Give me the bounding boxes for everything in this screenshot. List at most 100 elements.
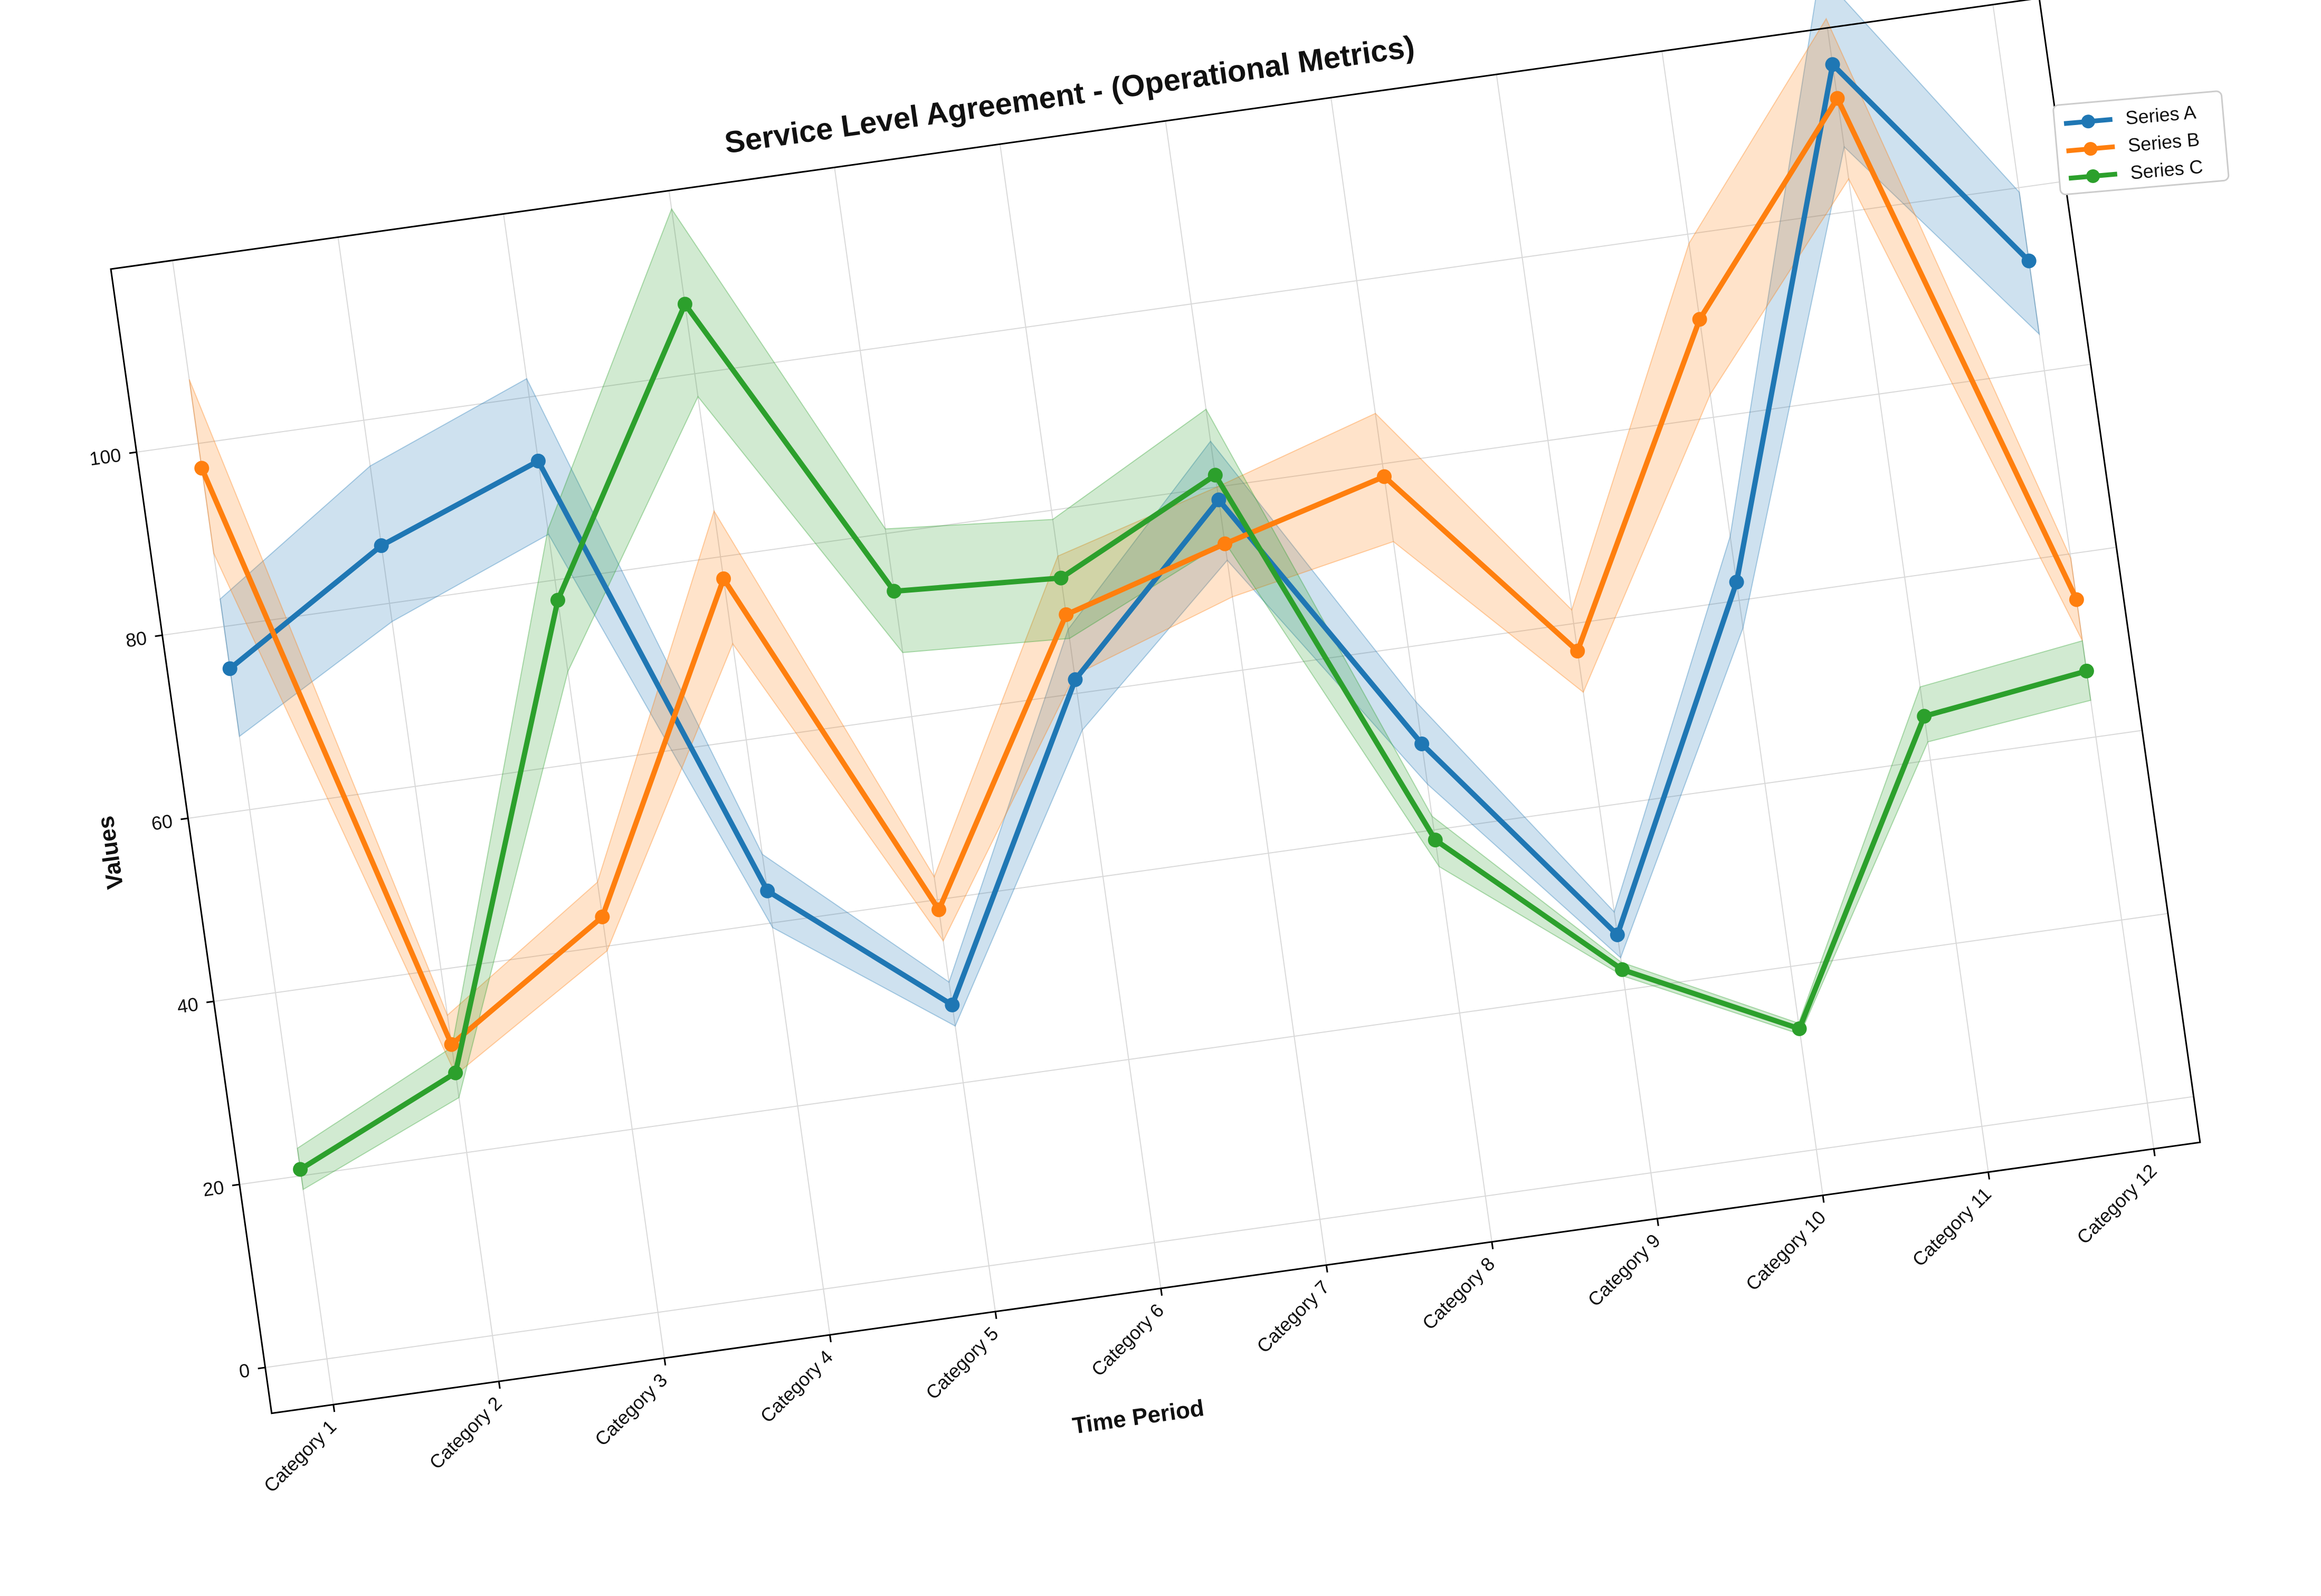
y-tick bbox=[129, 451, 137, 454]
x-tick-label: Category 1 bbox=[260, 1416, 341, 1497]
grid-line-x bbox=[172, 260, 334, 1405]
point-series-a-5 bbox=[945, 997, 960, 1012]
y-tick bbox=[258, 1366, 265, 1370]
x-tick bbox=[2153, 1149, 2156, 1157]
line-series-c bbox=[298, 301, 2089, 1172]
x-tick-label: Category 3 bbox=[591, 1369, 672, 1450]
point-series-b-12 bbox=[2069, 592, 2084, 607]
point-series-c-11 bbox=[1917, 709, 1932, 724]
y-tick-label: 60 bbox=[150, 810, 174, 834]
x-tick-label: Category 2 bbox=[425, 1392, 506, 1474]
x-tick-label: Category 11 bbox=[1908, 1183, 1995, 1270]
x-tick-label: Category 12 bbox=[2072, 1160, 2161, 1248]
grid bbox=[136, 4, 2194, 1405]
y-tick bbox=[206, 1000, 214, 1004]
x-tick bbox=[332, 1404, 336, 1412]
point-series-a-1 bbox=[222, 661, 237, 676]
point-series-a-8 bbox=[1414, 736, 1430, 751]
point-series-b-10 bbox=[1692, 312, 1707, 327]
x-tick bbox=[829, 1334, 832, 1343]
point-series-b-5 bbox=[931, 902, 947, 918]
legend-marker-series-c bbox=[2086, 169, 2100, 183]
grid-line-x bbox=[337, 237, 500, 1382]
point-series-c-4 bbox=[677, 297, 692, 312]
x-tick bbox=[1491, 1241, 1494, 1249]
point-series-a-2 bbox=[374, 538, 389, 553]
y-tick bbox=[232, 1183, 240, 1187]
series-lines bbox=[199, 62, 2089, 1172]
legend-marker-series-b bbox=[2084, 142, 2098, 156]
x-tick-label: Category 5 bbox=[921, 1323, 1003, 1404]
x-tick-label: Category 4 bbox=[756, 1346, 837, 1427]
point-series-c-3 bbox=[550, 592, 566, 608]
point-series-b-2 bbox=[444, 1037, 459, 1052]
point-series-c-5 bbox=[887, 584, 902, 599]
point-series-b-8 bbox=[1376, 469, 1392, 484]
point-series-c-8 bbox=[1428, 833, 1443, 848]
point-series-b-7 bbox=[1217, 536, 1233, 551]
point-series-a-12 bbox=[2021, 253, 2037, 269]
point-series-a-4 bbox=[760, 883, 775, 899]
grid-line-y bbox=[136, 180, 2065, 453]
point-series-b-6 bbox=[1059, 607, 1074, 622]
y-axis-title: Values bbox=[92, 814, 128, 891]
point-series-b-1 bbox=[194, 461, 210, 476]
x-tick-label: Category 6 bbox=[1087, 1299, 1168, 1381]
x-tick bbox=[1160, 1288, 1163, 1296]
grid-line-y bbox=[188, 547, 2117, 819]
point-series-b-3 bbox=[595, 909, 610, 924]
legend-box bbox=[2052, 90, 2230, 196]
band-series-a bbox=[220, 0, 2040, 1027]
x-tick bbox=[994, 1311, 997, 1320]
rotated-plot-frame: 0 20 40 60 80 100 Category 1 Category 2 Category… bbox=[88, 0, 2201, 1497]
line-series-b bbox=[199, 95, 2079, 1047]
grid-line-x bbox=[1330, 97, 1492, 1242]
line-series-a bbox=[227, 62, 2032, 1008]
x-tick bbox=[498, 1381, 501, 1389]
x-axis-title: Time Period bbox=[1071, 1395, 1205, 1439]
x-tick-label: Category 10 bbox=[1742, 1206, 1830, 1295]
x-tick-label: Category 7 bbox=[1252, 1276, 1334, 1358]
band-series-b bbox=[188, 17, 2083, 1076]
x-tick bbox=[1656, 1218, 1659, 1226]
band-series-c bbox=[297, 207, 2091, 1191]
point-series-c-2 bbox=[448, 1065, 463, 1081]
grid-line-x bbox=[668, 190, 831, 1335]
series-markers bbox=[194, 57, 2094, 1177]
grid-line-x bbox=[1661, 51, 1823, 1196]
point-series-c-6 bbox=[1053, 570, 1069, 586]
y-tick bbox=[155, 634, 163, 637]
y-tick-label: 20 bbox=[202, 1176, 225, 1200]
point-series-a-11 bbox=[1825, 57, 1840, 72]
y-tick-label: 0 bbox=[237, 1359, 251, 1382]
x-tick-label: Category 8 bbox=[1418, 1253, 1499, 1334]
grid-line-x bbox=[1165, 120, 1327, 1265]
grid-line-x bbox=[503, 214, 665, 1359]
x-tick bbox=[663, 1358, 667, 1366]
point-series-a-7 bbox=[1211, 492, 1226, 508]
point-series-b-11 bbox=[1830, 91, 1845, 106]
point-series-c-1 bbox=[293, 1162, 308, 1177]
grid-line-x bbox=[1827, 27, 1989, 1172]
grid-line-y bbox=[213, 730, 2143, 1002]
grid-line-x bbox=[834, 167, 996, 1312]
x-tick bbox=[1325, 1265, 1328, 1273]
point-series-c-7 bbox=[1207, 467, 1223, 483]
x-tick-label: Category 9 bbox=[1583, 1229, 1664, 1311]
point-series-a-6 bbox=[1068, 672, 1083, 687]
point-series-a-10 bbox=[1729, 575, 1744, 590]
grid-line-x bbox=[999, 144, 1162, 1289]
x-tick bbox=[1822, 1195, 1825, 1203]
y-tick-label: 80 bbox=[124, 627, 148, 651]
confidence-bands bbox=[188, 0, 2091, 1191]
point-series-c-10 bbox=[1792, 1021, 1807, 1036]
point-series-c-9 bbox=[1615, 962, 1630, 977]
plot-area-border bbox=[110, 0, 2201, 1415]
y-tick-label: 100 bbox=[88, 444, 122, 470]
axis-ticks: 0 20 40 60 80 100 Category 1 Category 2 Category… bbox=[88, 444, 2161, 1497]
grid-line-x bbox=[1992, 4, 2155, 1149]
legend-marker-series-a bbox=[2081, 114, 2095, 129]
y-tick bbox=[180, 817, 188, 820]
